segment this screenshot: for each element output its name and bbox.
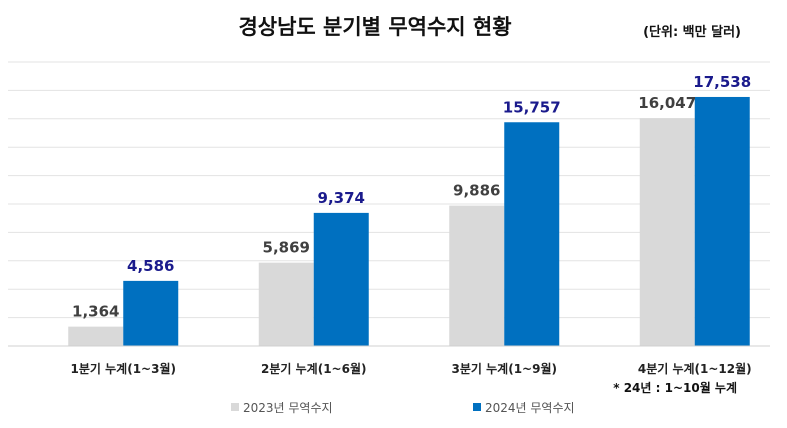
bar-2024 xyxy=(504,122,560,346)
category-label: 1분기 누계(1~3월) xyxy=(71,361,176,376)
category-label: 2분기 누계(1~6월) xyxy=(261,361,366,376)
bar-2024 xyxy=(313,212,369,346)
data-label-2024: 9,374 xyxy=(318,189,365,207)
footnote: * 24년 : 1~10월 누계 xyxy=(613,380,737,395)
chart-title: 경상남도 분기별 무역수지 현황 xyxy=(238,15,511,39)
data-label-2023: 1,364 xyxy=(72,303,119,321)
bar-2023 xyxy=(639,118,695,346)
bar-2023 xyxy=(68,326,124,346)
bar-2024 xyxy=(694,96,750,346)
bar-2024 xyxy=(123,280,179,346)
bar-2023 xyxy=(449,205,505,346)
data-label-2023: 16,047 xyxy=(638,94,696,112)
bars xyxy=(68,96,750,346)
data-label-2024: 15,757 xyxy=(503,98,561,116)
data-label-2023: 5,869 xyxy=(263,239,310,257)
category-label: 4분기 누계(1~12월) xyxy=(638,361,752,376)
bar-2023 xyxy=(258,262,314,346)
category-labels: 1분기 누계(1~3월) 2분기 누계(1~6월) 3분기 누계(1~9월) 4분기 … xyxy=(71,361,752,376)
unit-label: (단위: 백만 달러) xyxy=(643,24,741,40)
legend-swatch-2023 xyxy=(231,403,239,411)
legend: 2023년 무역수지 2024년 무역수지 xyxy=(231,401,575,415)
legend-swatch-2024 xyxy=(473,403,481,411)
data-label-2024: 4,586 xyxy=(127,257,174,275)
data-label-2023: 9,886 xyxy=(453,182,500,200)
data-labels: 1,364 4,586 5,869 9,374 9,886 15,757 16,047 17,… xyxy=(72,73,751,321)
legend-label-2023: 2023년 무역수지 xyxy=(243,401,333,415)
category-label: 3분기 누계(1~9월) xyxy=(452,361,557,376)
legend-label-2024: 2024년 무역수지 xyxy=(485,401,575,415)
data-label-2024: 17,538 xyxy=(693,73,751,91)
